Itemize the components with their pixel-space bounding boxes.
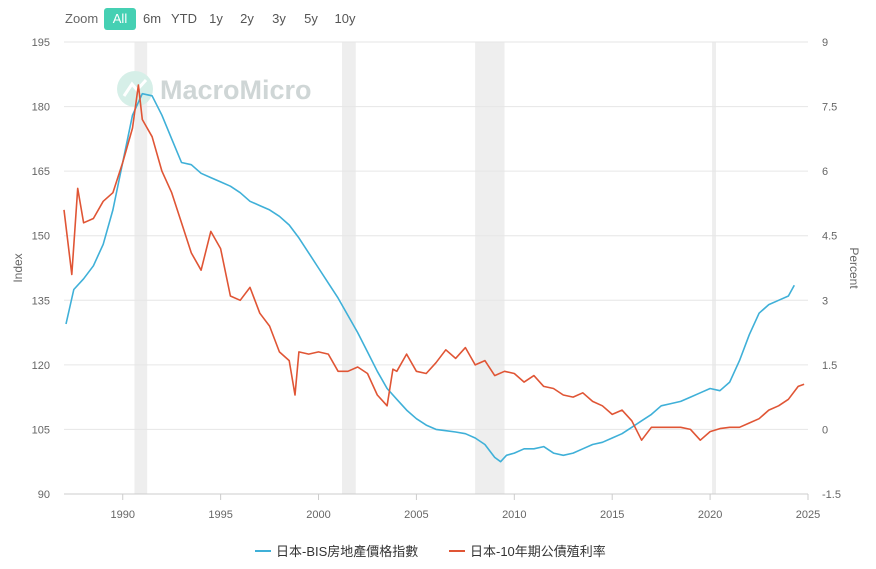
y-left-tick-105: 105 — [32, 424, 50, 436]
x-tick-2015: 2015 — [600, 509, 624, 521]
zoom-label: Zoom — [65, 11, 99, 26]
x-tick-1995: 1995 — [208, 509, 232, 521]
y-right-tick-6: 6 — [822, 166, 828, 178]
zoom-button-ytd[interactable]: YTD — [171, 11, 197, 26]
y-right-tick-4.5: 4.5 — [822, 231, 837, 243]
y-left-tick-180: 180 — [32, 102, 50, 114]
series-line-bond-yield — [63, 84, 805, 441]
zoom-button-10y[interactable]: 10y — [334, 11, 356, 26]
y-axis-right-title: Percent — [847, 247, 861, 289]
legend-label-property-index: 日本-BIS房地產價格指數 — [276, 544, 418, 559]
recession-band-2 — [475, 42, 505, 494]
recession-band-0 — [134, 42, 148, 494]
recession-band-1 — [342, 42, 356, 494]
x-tick-2005: 2005 — [404, 509, 428, 521]
x-tick-2025: 2025 — [796, 509, 820, 521]
y-right-tick-1.5: 1.5 — [822, 360, 837, 372]
y-left-tick-150: 150 — [32, 231, 50, 243]
y-left-tick-195: 195 — [32, 37, 50, 49]
zoom-button-3y[interactable]: 3y — [272, 11, 286, 26]
zoom-button-1y[interactable]: 1y — [209, 11, 223, 26]
x-tick-2020: 2020 — [698, 509, 722, 521]
x-tick-1990: 1990 — [110, 509, 134, 521]
y-right-tick-0: 0 — [822, 424, 828, 436]
series-line-property-index — [65, 92, 796, 463]
y-axis-left-title: Index — [11, 253, 25, 282]
x-axis-ticks: 1990 1995 2000 2005 2010 2015 2020 2025 — [64, 493, 820, 521]
legend-item-bond-yield[interactable]: 日本-10年期公債殖利率 — [449, 544, 606, 559]
y-right-tick-7.5: 7.5 — [822, 102, 837, 114]
y-right-tick--1.5: -1.5 — [822, 489, 841, 501]
y-left-tick-90: 90 — [38, 489, 50, 501]
watermark-text: MacroMicro — [160, 75, 312, 105]
y-left-tick-165: 165 — [32, 166, 50, 178]
legend-label-bond-yield: 日本-10年期公債殖利率 — [470, 544, 606, 559]
legend: 日本-BIS房地產價格指數 日本-10年期公債殖利率 — [255, 544, 606, 559]
y-right-tick-3: 3 — [822, 295, 828, 307]
x-tick-2000: 2000 — [306, 509, 330, 521]
recession-band-3 — [712, 42, 716, 494]
zoom-button-6m[interactable]: 6m — [142, 11, 162, 26]
legend-item-property-index[interactable]: 日本-BIS房地產價格指數 — [255, 544, 418, 559]
zoom-toolbar: Zoom All 6m YTD 1y 2y 3y 5y 10y — [0, 6, 420, 32]
watermark: MacroMicro — [117, 71, 312, 107]
zoom-button-5y[interactable]: 5y — [304, 11, 318, 26]
y-axis-left-ticks: 90 105 120 135 150 165 180 195 — [32, 37, 50, 501]
y-axis-right-ticks: -1.5 0 1.5 3 4.5 6 7.5 9 — [822, 37, 841, 501]
x-tick-2010: 2010 — [502, 509, 526, 521]
grid-lines — [64, 41, 808, 495]
zoom-button-2y[interactable]: 2y — [240, 11, 254, 26]
y-right-tick-9: 9 — [822, 37, 828, 49]
y-left-tick-135: 135 — [32, 295, 50, 307]
zoom-button-all[interactable]: All — [104, 8, 136, 30]
series-lines — [63, 84, 805, 463]
y-left-tick-120: 120 — [32, 360, 50, 372]
recession-bands — [134, 42, 716, 494]
